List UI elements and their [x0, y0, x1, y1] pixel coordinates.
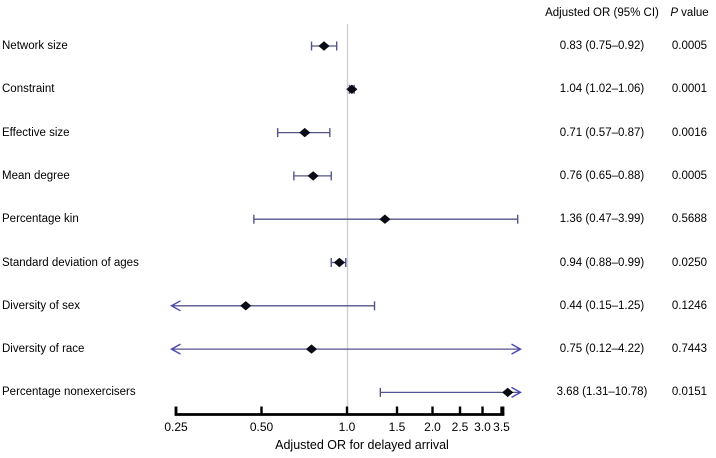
row-label: Standard deviation of ages: [2, 256, 139, 269]
row-label: Diversity of sex: [2, 299, 80, 312]
diamond-marker: [299, 127, 311, 138]
p-value: 0.0016: [671, 126, 708, 139]
row-label: Mean degree: [2, 169, 70, 182]
ci-arrow-low: [170, 300, 181, 312]
ci-arrow-low: [170, 343, 181, 355]
diamond-marker: [318, 41, 330, 51]
diamond-marker: [307, 171, 319, 181]
p-rest: value: [677, 7, 709, 19]
x-axis-tick-label: 1.0: [338, 420, 356, 434]
diamond-marker: [502, 387, 514, 398]
x-axis-tick-label: 0.50: [249, 420, 274, 434]
row-label: Percentage nonexercisers: [2, 386, 136, 399]
row-label: Constraint: [2, 83, 55, 96]
p-value: 0.5688: [671, 213, 708, 226]
p-value: 0.7443: [671, 343, 708, 356]
x-axis-tick-label: 2.0: [424, 420, 441, 434]
or-ci-value: 0.75 (0.12–4.22): [559, 343, 645, 356]
or-ci-value: 0.76 (0.65–0.88): [559, 169, 645, 182]
ci-arrow-high: [511, 386, 522, 399]
row-label: Network size: [2, 40, 68, 52]
p-italic: P: [670, 7, 678, 19]
p-value: 0.0005: [671, 169, 708, 182]
x-axis-tick-label: 2.5: [451, 420, 469, 434]
column-header-p-value: P value: [663, 6, 716, 20]
diamond-marker: [305, 344, 318, 354]
diamond-marker: [333, 257, 345, 268]
x-axis-tick-label: 0.25: [164, 420, 188, 434]
p-value: 0.0001: [671, 83, 708, 96]
diamond-marker: [346, 84, 358, 94]
diamond-marker: [379, 214, 391, 224]
or-ci-value: 0.44 (0.15–1.25): [559, 299, 645, 312]
ci-arrow-high: [511, 343, 522, 355]
or-ci-value: 1.36 (0.47–3.99): [559, 213, 645, 226]
x-axis-title: Adjusted OR for delayed arrival: [275, 438, 449, 452]
p-value: 0.0005: [671, 40, 708, 52]
or-ci-value: 0.94 (0.88–0.99): [559, 256, 645, 269]
p-value: 0.0250: [671, 256, 708, 269]
p-value: 0.0151: [671, 386, 708, 399]
p-value: 0.1246: [671, 299, 708, 312]
diamond-marker: [240, 301, 252, 311]
row-label: Effective size: [2, 126, 70, 139]
x-axis-tick-label: 3.5: [493, 420, 510, 434]
row-label: Percentage kin: [2, 213, 79, 226]
or-ci-value: 3.68 (1.31–10.78): [556, 386, 648, 399]
x-axis-tick-label: 1.5: [388, 420, 406, 434]
or-ci-value: 0.83 (0.75–0.92): [559, 40, 645, 52]
row-label: Diversity of race: [2, 343, 85, 356]
or-ci-value: 1.04 (1.02–1.06): [559, 83, 645, 96]
x-axis-tick-label: 3.0: [474, 420, 491, 434]
or-ci-value: 0.71 (0.57–0.87): [559, 126, 645, 139]
column-header-adjusted-or: Adjusted OR (95% CI): [545, 7, 659, 19]
